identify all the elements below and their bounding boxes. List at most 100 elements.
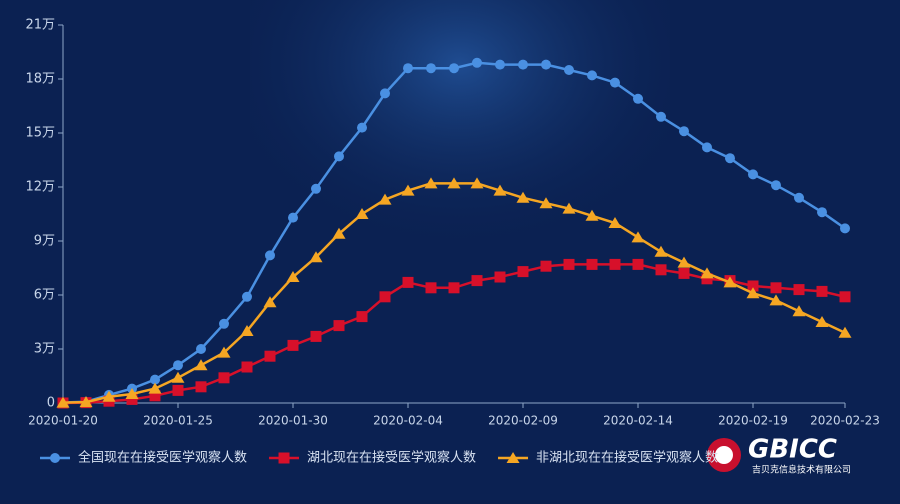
- series: [57, 258, 851, 409]
- point: [356, 311, 368, 323]
- point: [172, 384, 184, 396]
- point: [794, 192, 804, 203]
- legend-marker: [278, 452, 290, 464]
- point: [355, 208, 369, 219]
- point: [656, 111, 666, 122]
- point: [264, 350, 276, 362]
- point: [379, 291, 391, 303]
- logo-text: GBICC: [748, 435, 837, 465]
- point: [701, 273, 713, 285]
- point: [149, 390, 161, 402]
- y-tick-label: 15万: [25, 126, 55, 141]
- y-tick-label: 21万: [25, 18, 55, 33]
- point: [196, 344, 206, 354]
- point: [723, 276, 737, 288]
- point: [770, 282, 782, 294]
- point: [242, 291, 252, 302]
- x-tick-label: 2020-02-19: [718, 414, 788, 428]
- y-tick-label: 18万: [25, 72, 55, 87]
- point: [516, 191, 530, 203]
- point: [679, 126, 689, 137]
- x-tick-label: 2020-02-14: [603, 414, 673, 428]
- point: [678, 267, 690, 279]
- point: [817, 207, 827, 218]
- point: [587, 70, 597, 81]
- point: [562, 202, 576, 214]
- series: [58, 57, 850, 408]
- point: [769, 294, 783, 306]
- legend-item: 非湖北现在在接受医学观察人数: [498, 450, 718, 466]
- point: [126, 393, 138, 405]
- legend-label: 非湖北现在在接受医学观察人数: [536, 450, 718, 466]
- point: [424, 177, 438, 189]
- logo-subtitle: 吉贝克信息技术有限公司: [752, 464, 851, 476]
- point: [447, 177, 461, 189]
- point: [218, 372, 230, 384]
- point: [748, 169, 758, 180]
- point: [585, 209, 599, 221]
- legend-label: 全国现在在接受医学观察人数: [78, 450, 247, 466]
- point: [816, 285, 828, 297]
- point: [56, 396, 70, 408]
- point: [195, 381, 207, 393]
- point: [747, 280, 759, 292]
- point: [311, 183, 321, 194]
- point: [608, 217, 622, 228]
- point: [609, 258, 621, 270]
- point: [631, 231, 645, 243]
- point: [380, 88, 390, 99]
- point: [287, 339, 299, 351]
- point: [265, 250, 275, 261]
- point: [194, 359, 208, 371]
- point: [472, 57, 482, 68]
- y-tick-label: 9万: [34, 234, 55, 249]
- point: [838, 326, 852, 338]
- point: [563, 258, 575, 270]
- point: [540, 260, 552, 272]
- x-tick-label: 2020-02-04: [373, 414, 443, 428]
- point: [677, 256, 691, 268]
- point: [378, 193, 392, 205]
- point: [425, 282, 437, 294]
- legend-marker: [506, 452, 520, 463]
- point: [792, 305, 806, 317]
- point: [241, 361, 253, 373]
- glow: [250, 0, 670, 320]
- y-tick-label: 6万: [34, 288, 55, 303]
- point: [586, 258, 598, 270]
- point: [286, 271, 300, 282]
- point: [426, 63, 436, 74]
- y-tick-label: 3万: [34, 342, 55, 357]
- legend-label: 湖北现在在接受医学观察人数: [307, 450, 476, 466]
- point: [610, 77, 620, 88]
- point: [150, 374, 160, 385]
- point: [470, 177, 484, 189]
- point: [518, 59, 528, 70]
- point: [746, 287, 760, 299]
- point: [771, 180, 781, 191]
- point: [633, 93, 643, 104]
- y-tick-label: 12万: [25, 180, 55, 195]
- point: [449, 63, 459, 74]
- point: [840, 223, 850, 234]
- point: [493, 184, 507, 196]
- point: [288, 212, 298, 223]
- point: [79, 396, 93, 408]
- series: [56, 177, 852, 408]
- point: [448, 282, 460, 294]
- point: [125, 388, 139, 399]
- point: [702, 142, 712, 153]
- logo-icon-inner: [715, 446, 733, 464]
- point: [632, 258, 644, 270]
- point: [654, 245, 668, 257]
- logo: GBICC 吉贝克信息技术有限公司: [707, 435, 851, 476]
- point: [401, 184, 415, 196]
- point: [403, 63, 413, 74]
- point: [839, 291, 851, 303]
- point: [495, 59, 505, 70]
- point: [541, 59, 551, 70]
- point: [173, 360, 183, 371]
- point: [219, 318, 229, 329]
- point: [263, 296, 277, 308]
